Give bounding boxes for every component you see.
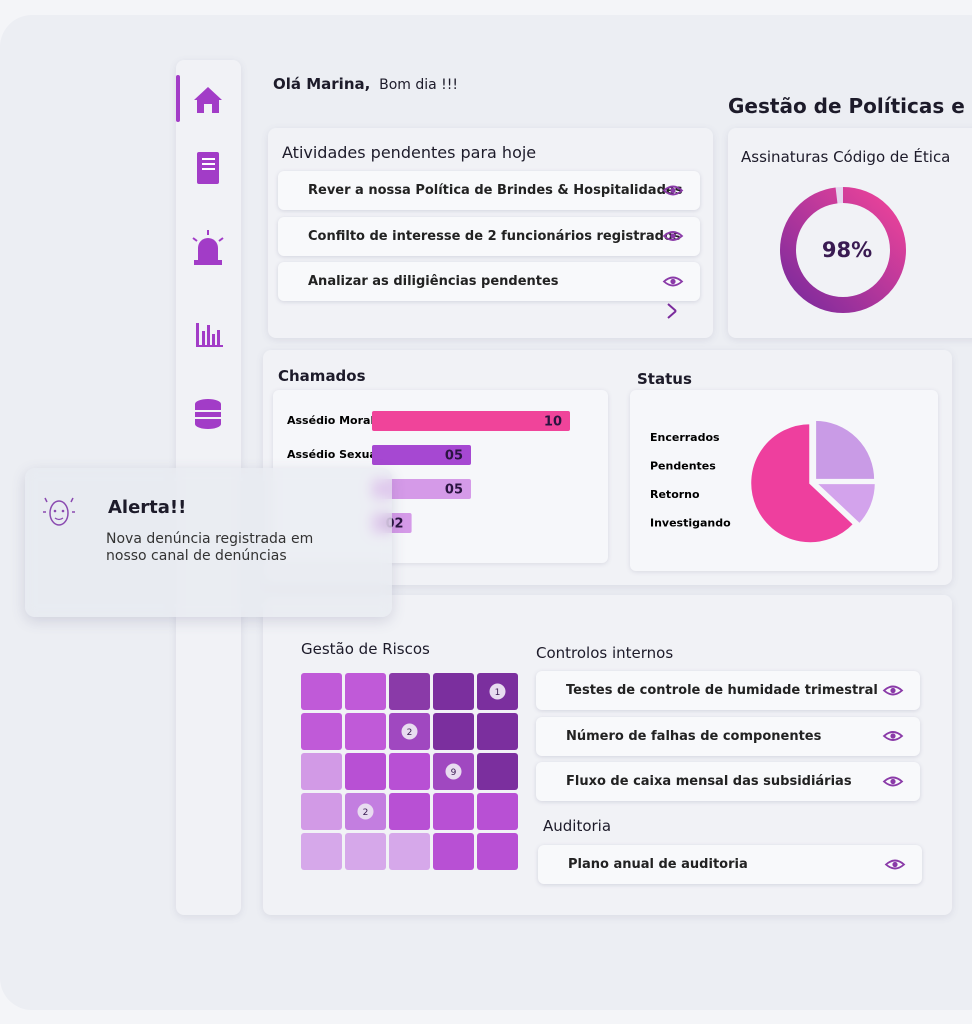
risk-title: Gestão de Riscos <box>301 640 430 658</box>
alert-message: Nova denúncia registrada em nosso canal … <box>106 531 313 565</box>
sidebar-icons <box>192 87 224 429</box>
legend-label: Retorno <box>650 488 700 501</box>
list-item[interactable]: Número de falhas de componentes <box>536 716 920 756</box>
eye-pupil <box>890 733 896 739</box>
risk-cell <box>433 833 474 870</box>
alert-title: Alerta!! <box>108 497 187 518</box>
risk-cell <box>433 713 474 750</box>
eye-icon <box>882 776 904 787</box>
status-title: Status <box>637 370 692 388</box>
signatures-label: 98% <box>822 238 872 262</box>
risk-count-badge <box>357 803 374 820</box>
risk-cell <box>433 793 474 830</box>
controls-title: Controlos internos <box>536 644 674 662</box>
bar-label: Assédio Moral <box>287 414 374 427</box>
legend-label: Pendentes <box>650 460 716 473</box>
eye-icon <box>662 231 684 241</box>
risk-cell <box>389 753 430 790</box>
alert-icon <box>43 497 75 526</box>
active-indicator <box>176 75 180 122</box>
eye-icon <box>882 731 904 741</box>
bar <box>372 445 471 465</box>
risk-count: 1 <box>495 688 501 698</box>
database-icon[interactable] <box>195 399 221 429</box>
home-icon[interactable] <box>194 87 222 113</box>
bar-value-label: 10 <box>544 415 562 430</box>
list-item[interactable]: Confilto de interesse de 2 funcionários … <box>278 216 700 256</box>
book-icon[interactable] <box>197 152 219 184</box>
alarm-icon[interactable] <box>192 230 224 265</box>
eye-pupil <box>670 278 676 285</box>
risk-count: 2 <box>363 808 369 818</box>
tickets-title: Chamados <box>278 367 366 385</box>
eye-pupil <box>892 861 898 868</box>
page-title: Gestão de Políticas e do <box>728 94 972 118</box>
risk-cell <box>389 793 430 830</box>
risk-cell <box>477 753 518 790</box>
legend-label: Encerrados <box>650 431 720 444</box>
pie-slice <box>749 422 856 545</box>
next-chevron[interactable] <box>667 303 677 319</box>
bar-value-label: 05 <box>445 449 463 464</box>
pie-slice <box>814 418 877 481</box>
risk-cell <box>345 713 386 750</box>
list-item[interactable]: Testes de controle de humidade trimestra… <box>536 671 920 710</box>
risk-cell <box>301 833 342 870</box>
bar-value-label: 05 <box>445 483 463 498</box>
eye-pupil <box>670 233 676 239</box>
risk-cell <box>477 833 518 870</box>
list-item[interactable]: Rever a nossa Política de Brindes & Hosp… <box>278 171 700 210</box>
greeting-name: Olá Marina, <box>273 75 371 93</box>
risk-count: 2 <box>407 728 413 738</box>
alert-line: Nova denúncia registrada em <box>106 531 314 547</box>
pie-slice <box>813 482 877 526</box>
alert-toast[interactable]: Alerta!! Nova denúncia registrada em nos… <box>25 468 392 617</box>
risk-cell <box>301 713 342 750</box>
eye-pupil <box>890 687 896 694</box>
risk-cell <box>389 673 430 710</box>
risk-cell <box>433 673 474 710</box>
risk-cell <box>301 793 342 830</box>
risk-count-badge <box>401 723 418 740</box>
pending-title: Atividades pendentes para hoje <box>282 143 537 162</box>
risk-cell <box>389 833 430 870</box>
eye-icon <box>884 859 906 870</box>
bar-label: Assédio Sexual <box>287 448 381 461</box>
list-item[interactable]: Fluxo de caixa mensal das subsidiárias <box>536 762 920 801</box>
list-item[interactable]: Plano anual de auditoria <box>538 845 922 884</box>
greeting: Olá Marina, Bom dia !!! <box>273 75 458 93</box>
risk-cell <box>345 673 386 710</box>
audit-title: Auditoria <box>543 817 612 835</box>
chart-icon[interactable] <box>196 323 223 347</box>
risk-count: 9 <box>451 768 457 778</box>
risk-cell <box>301 673 342 710</box>
risk-cell <box>477 713 518 750</box>
risk-cell <box>301 753 342 790</box>
alert-line: nosso canal de denúncias <box>106 548 287 564</box>
eye-icon <box>662 276 684 287</box>
risk-count-badge <box>489 683 506 700</box>
risk-cell <box>345 753 386 790</box>
risk-cell <box>345 833 386 870</box>
eye-pupil <box>890 778 896 785</box>
eye-icon <box>662 185 684 196</box>
donut-arc <box>780 187 906 313</box>
bar <box>372 479 471 499</box>
bar <box>372 411 570 431</box>
eye-pupil <box>670 187 676 194</box>
risk-count-badge <box>445 763 462 780</box>
signatures-title: Assinaturas Código de Ética <box>741 148 951 166</box>
eye-icon <box>882 685 904 696</box>
legend-label: Investigando <box>650 517 731 530</box>
risk-cell <box>477 793 518 830</box>
list-item[interactable]: Analizar as diligiências pendentes <box>278 262 700 301</box>
greeting-message: Bom dia !!! <box>379 77 459 93</box>
